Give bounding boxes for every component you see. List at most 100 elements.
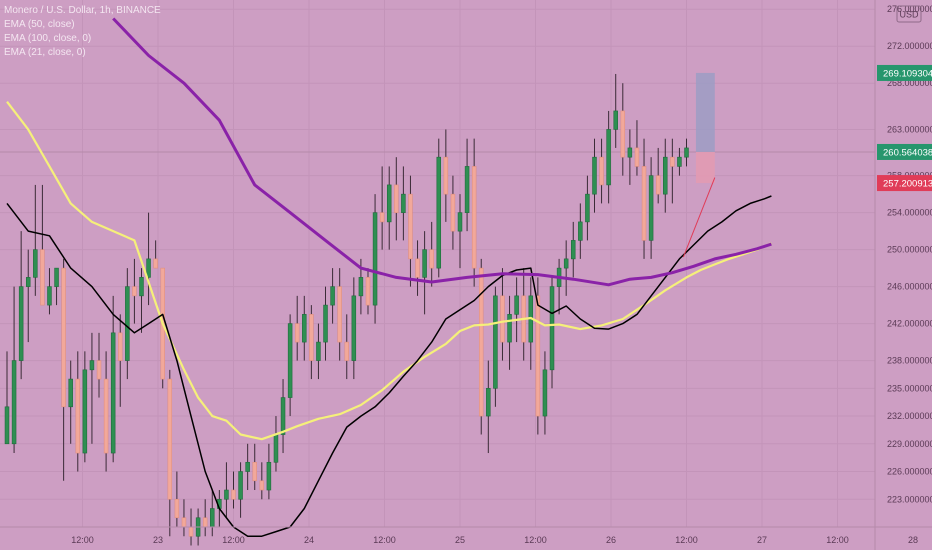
- indicator-ema-50-label[interactable]: EMA (50, close): [4, 19, 75, 30]
- indicator-ema-21-label[interactable]: EMA (21, close, 0): [4, 47, 86, 58]
- x-tick-label: 26: [606, 535, 616, 545]
- candle-body: [457, 212, 463, 232]
- candle-body: [415, 258, 420, 278]
- currency-badge[interactable]: [896, 5, 922, 23]
- y-tick-label: 263.000000: [887, 124, 932, 134]
- candle-body: [82, 369, 88, 454]
- candle-body: [68, 378, 73, 408]
- candle-body: [471, 166, 477, 269]
- candle-layer: [4, 73, 689, 546]
- candle-body: [464, 166, 470, 213]
- candle-body: [613, 110, 618, 130]
- candle-body: [11, 360, 17, 445]
- candle-body: [663, 156, 668, 195]
- candle-body: [110, 332, 116, 454]
- x-tick-label: 12:00: [222, 535, 245, 545]
- candle-body: [493, 295, 498, 389]
- candle-body: [535, 295, 541, 417]
- candle-body: [592, 156, 597, 195]
- candle-body: [231, 489, 236, 500]
- candle-body: [358, 277, 364, 297]
- candle-body: [238, 471, 243, 500]
- candle-body: [146, 258, 151, 278]
- candle-body: [210, 508, 215, 528]
- y-tick-label: 229.000000: [887, 439, 932, 449]
- candle-body: [570, 240, 576, 260]
- candle-body: [132, 286, 137, 297]
- currency-label: USD: [899, 10, 919, 20]
- x-tick-label: 24: [304, 535, 314, 545]
- candle-body: [280, 397, 286, 435]
- candle-body: [344, 341, 350, 361]
- candle-body: [302, 314, 307, 343]
- position-target-zone: [695, 72, 715, 152]
- y-tick-label: 242.000000: [887, 319, 932, 329]
- x-tick-label: 12:00: [826, 535, 849, 545]
- ema-21-line: [6, 101, 772, 441]
- candle-body: [323, 304, 328, 343]
- y-tick-label: 276.000000: [887, 4, 932, 14]
- y-tick-label: 268.000000: [887, 78, 932, 88]
- y-tick-label: 272.000000: [887, 41, 932, 51]
- candle-body: [96, 360, 102, 380]
- candle-body: [18, 286, 24, 361]
- chart-legend: Monero / U.S. Dollar, 1h, BINANCE EMA (5…: [4, 4, 161, 60]
- candle-body: [202, 517, 208, 528]
- candle-body: [401, 193, 406, 213]
- x-tick-label: 12:00: [524, 535, 547, 545]
- candle-body: [634, 147, 640, 167]
- candle-body: [648, 175, 654, 241]
- candle-body: [4, 406, 10, 445]
- price-label-text: 269.109304: [883, 68, 932, 79]
- candle-body: [54, 267, 59, 287]
- candle-body: [549, 286, 555, 371]
- candle-body: [429, 249, 434, 269]
- candle-body: [486, 388, 491, 417]
- candle-body: [337, 286, 342, 343]
- grid-layer: [0, 151, 875, 153]
- candle-body: [266, 461, 272, 491]
- candle-body: [47, 286, 52, 306]
- candle-body: [436, 156, 442, 269]
- candle-body: [620, 110, 626, 158]
- candle-body: [174, 498, 180, 519]
- candle-body: [224, 489, 229, 500]
- candle-body: [394, 184, 399, 213]
- ema-50-line: [6, 195, 772, 537]
- indicator-ema-100-label[interactable]: EMA (100, close, 0): [4, 33, 92, 44]
- candle-body: [542, 369, 548, 417]
- candle-body: [103, 378, 109, 454]
- price-label-box: [877, 64, 932, 81]
- candle-body: [500, 295, 505, 343]
- position-tool-layer: [695, 72, 715, 184]
- drawing-layer: [682, 177, 716, 258]
- candle-body: [655, 175, 661, 195]
- position-stop-zone: [695, 151, 715, 184]
- price-label-box: [877, 143, 932, 160]
- y-tick-label: 235.000000: [887, 383, 932, 393]
- x-tick-label: 12:00: [71, 535, 94, 545]
- price-axis-panel: [875, 0, 932, 550]
- moving-average-layer: [6, 17, 772, 537]
- x-tick-label: 12:00: [675, 535, 698, 545]
- symbol-title: Monero / U.S. Dollar, 1h, BINANCE: [4, 5, 161, 16]
- candle-body: [478, 267, 484, 417]
- ema-100-line: [112, 17, 772, 287]
- candle-body: [33, 249, 38, 278]
- price-label-text: 260.564038: [883, 147, 932, 158]
- candle-body: [273, 434, 279, 463]
- candle-body: [40, 249, 45, 306]
- candle-body: [670, 156, 675, 167]
- candle-body: [188, 526, 194, 537]
- candle-body: [75, 378, 81, 454]
- x-tick-label: 23: [153, 535, 163, 545]
- trend-line: [682, 177, 716, 258]
- x-tick-label: 27: [757, 535, 767, 545]
- candle-body: [259, 480, 265, 491]
- y-tick-label: 223.000000: [887, 494, 932, 504]
- candle-body: [365, 277, 371, 306]
- y-tick-label: 226.000000: [887, 467, 932, 477]
